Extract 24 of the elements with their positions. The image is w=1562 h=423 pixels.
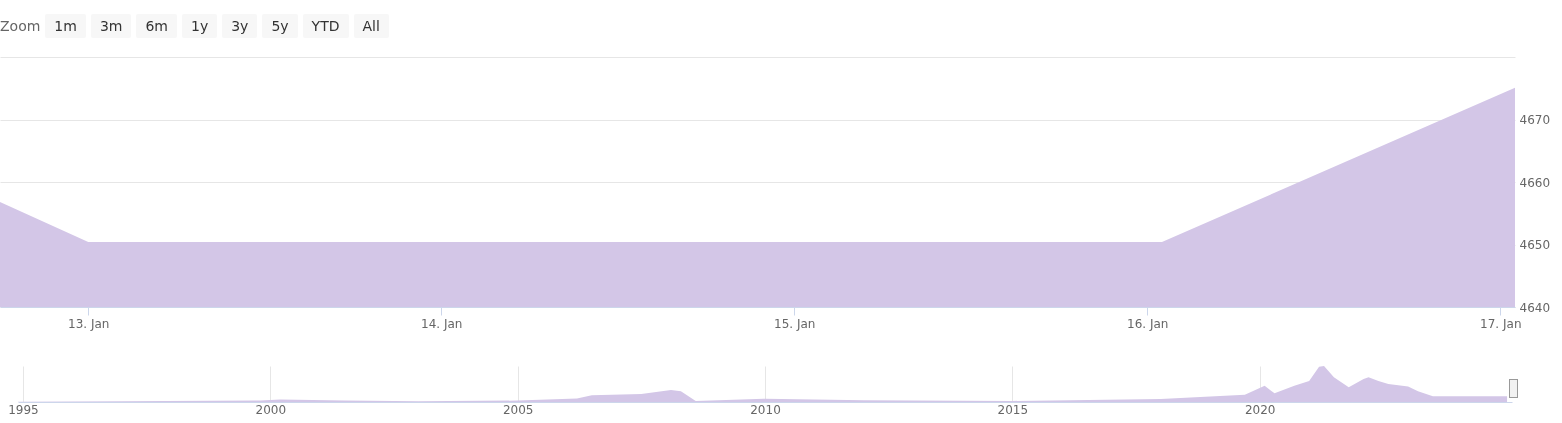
y-tick-label: 4670 [1519,113,1551,127]
x-tick-label: 14. Jan [421,316,463,331]
text: 6m [136,14,177,38]
x-tick-label: 1995 [8,402,39,417]
text: 1y [182,14,218,38]
text: 3y [222,14,258,38]
x-tick-label: 17. Jan [1480,316,1522,331]
x-tick-label: 16. Jan [1127,316,1169,331]
x-tick-label: 2005 [502,402,534,417]
x-tick-label: 2010 [750,402,781,417]
text: All [353,14,389,38]
y-tick-label: 4640 [1519,300,1551,315]
text: 1m [45,14,86,38]
x-tick-label: 2015 [997,402,1029,417]
x-tick-label: 13. Jan [68,316,110,331]
text: 5y [262,14,298,38]
text: YTD [302,14,349,38]
x-tick-label: 15. Jan [774,316,816,331]
x-tick-label: 2000 [255,402,287,417]
y-tick-label: 4650 [1519,238,1551,252]
text: Zoom [0,18,41,34]
y-tick-label: 4660 [1519,175,1551,190]
text: 3m [90,14,132,38]
x-tick-label: 2020 [1244,402,1276,417]
